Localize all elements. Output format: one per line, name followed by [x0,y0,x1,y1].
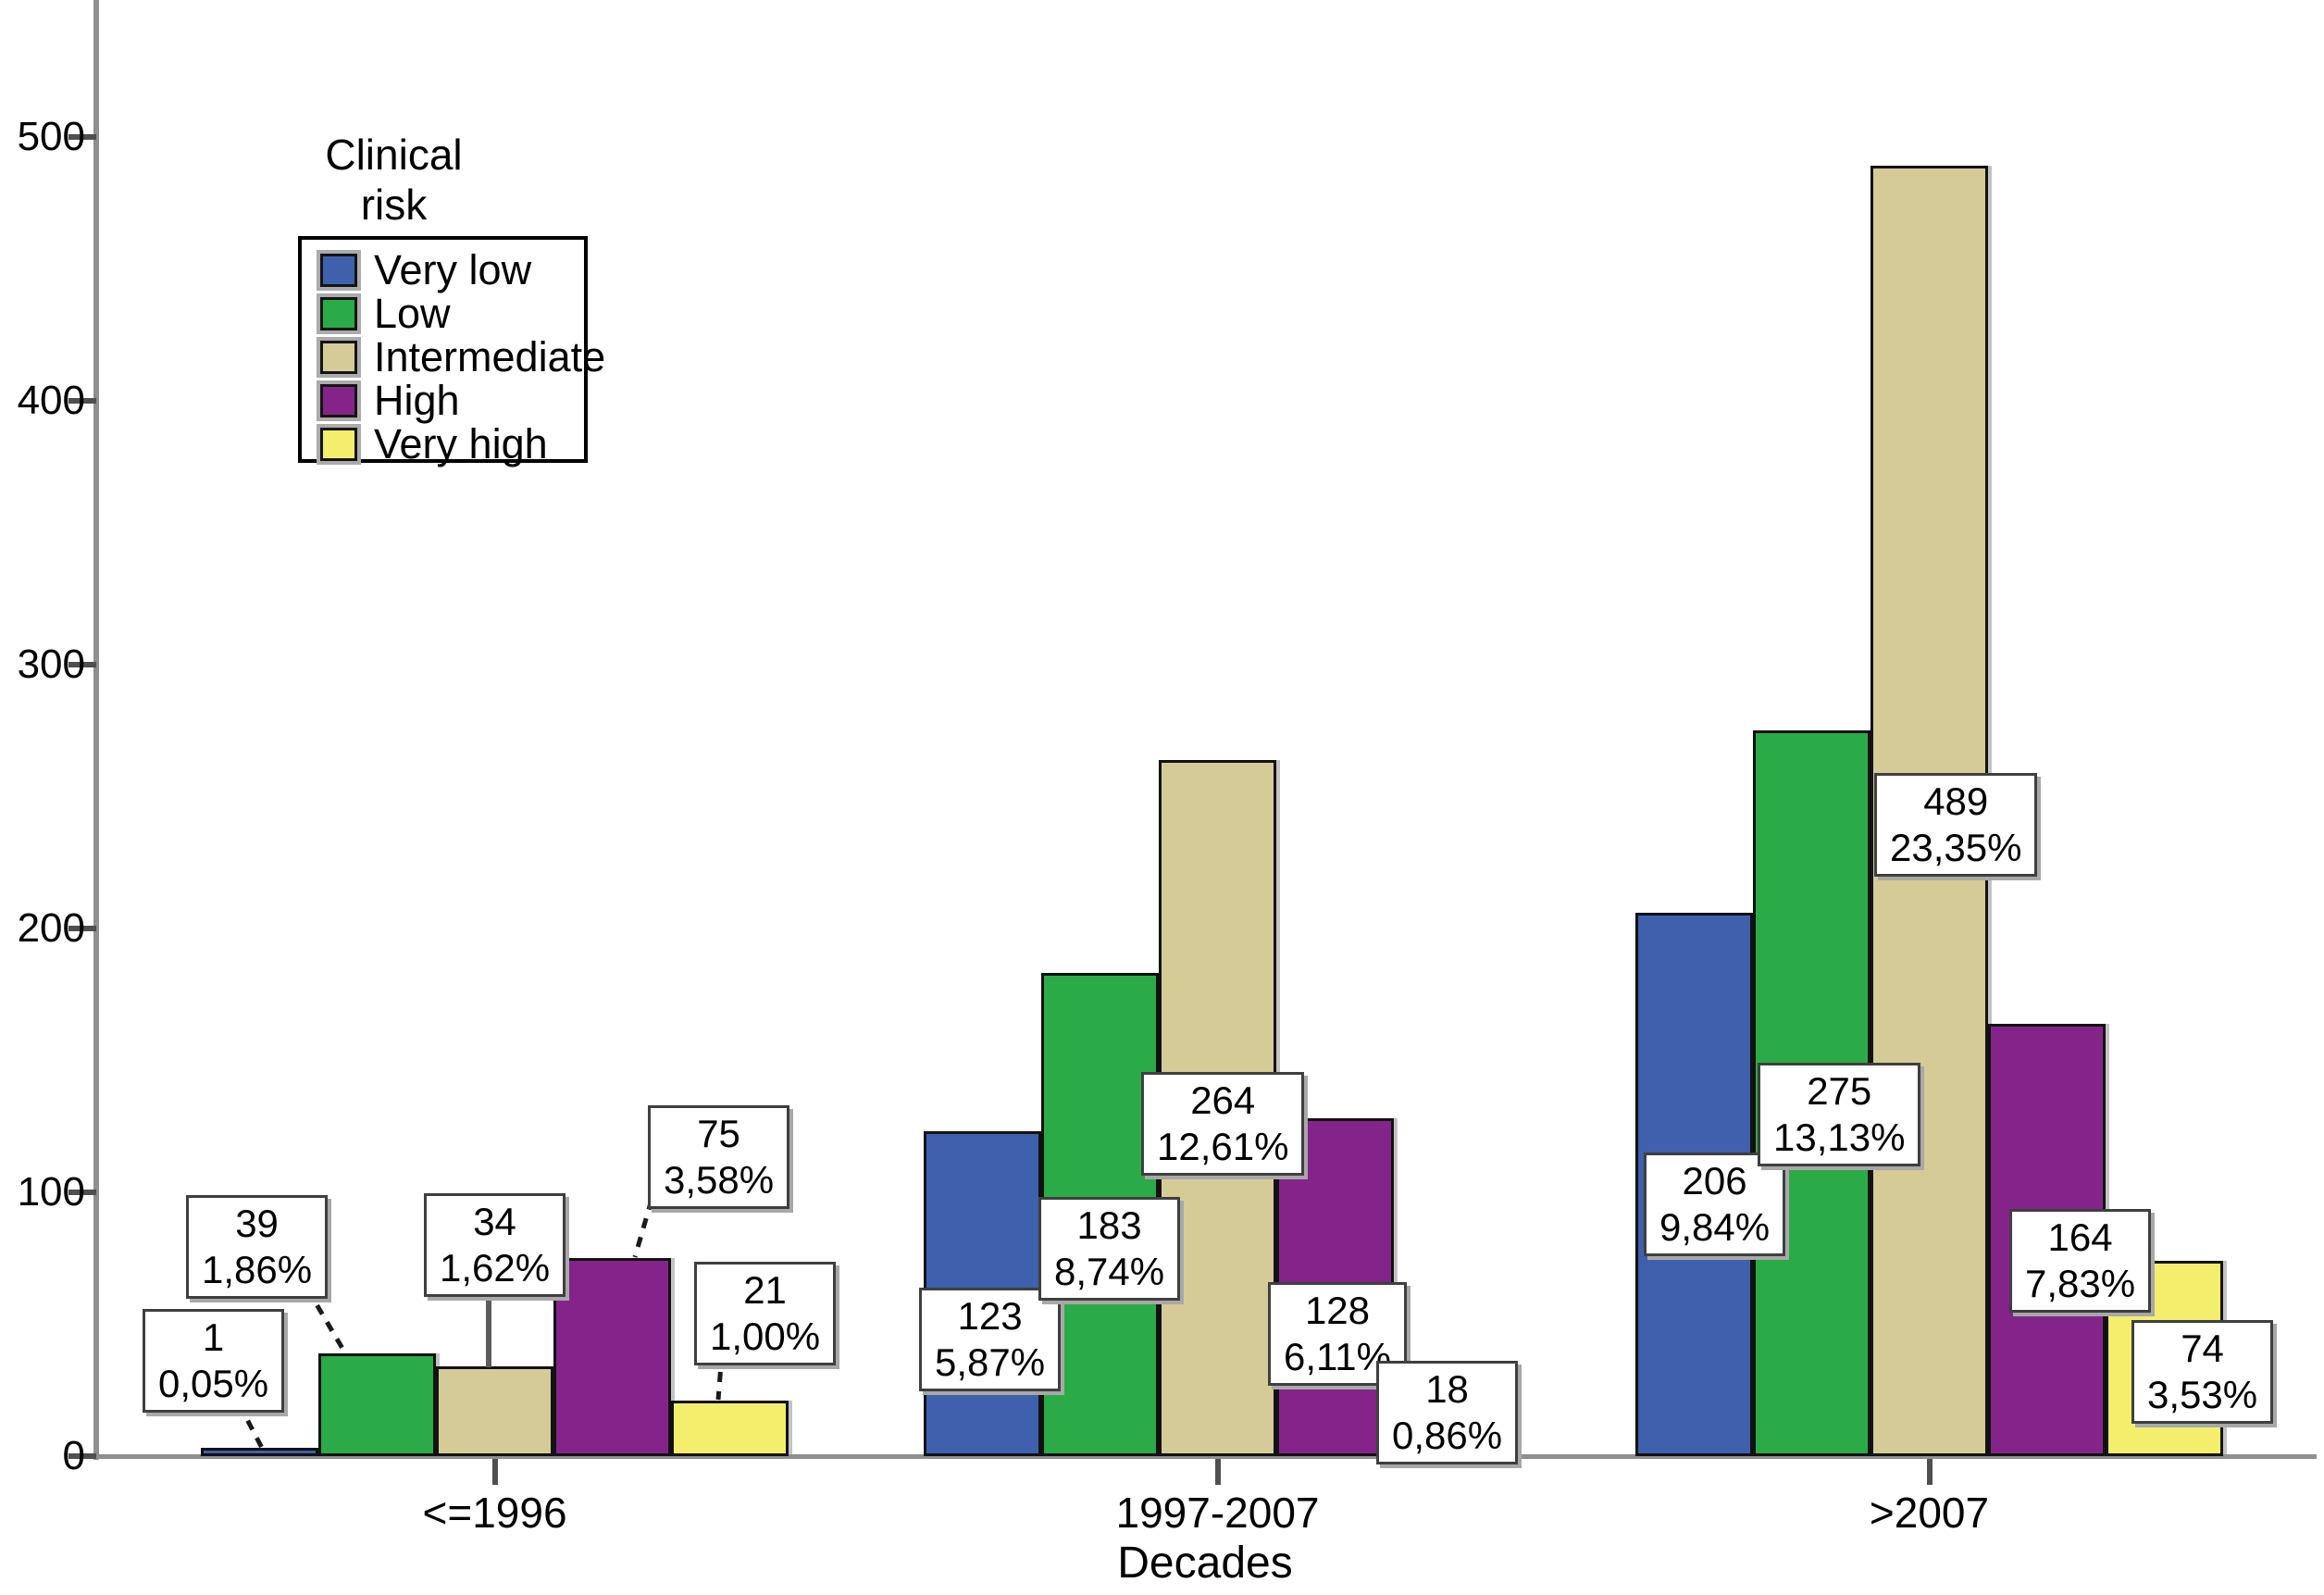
data-label-percent: 3,58% [664,1158,775,1202]
legend-item-very-low: Very low [315,249,584,292]
x-category-label: <=1996 [422,1489,567,1537]
data-label-intermediate-group0: 34 1,62% [424,1193,566,1297]
data-label-high-group2: 164 7,83% [2009,1209,2152,1313]
legend-item-intermediate: Intermediate [315,336,605,379]
data-label-percent: 1,86% [202,1248,313,1291]
data-label-percent: 7,83% [2025,1262,2136,1305]
data-label-high-group0: 75 3,58% [648,1105,790,1209]
data-label-count: 164 [2047,1215,2113,1259]
x-category-label: >2007 [1869,1489,1990,1537]
data-label-count: 1 [202,1315,225,1359]
legend-swatch-low [320,297,357,330]
bar-very-low-group0 [201,1448,318,1456]
data-label-percent: 23,35% [1890,826,2022,869]
x-axis-title: Decades [1117,1539,1293,1588]
data-label-percent: 0,05% [158,1362,269,1405]
y-axis-line [93,0,99,1460]
data-label-percent: 0,86% [1392,1414,1503,1457]
leader-line [304,1287,347,1353]
legend-item-label: Very high [374,420,548,467]
data-label-count: 74 [2181,1327,2224,1370]
y-tick-label: 200 [17,905,85,951]
leader-line [632,1199,654,1258]
data-label-percent: 13,13% [1773,1115,1906,1159]
legend-item-label: High [374,377,460,424]
bar-high-group0 [553,1258,671,1456]
data-label-count: 123 [957,1294,1023,1338]
legend-item-high: High [315,380,584,422]
data-label-intermediate-group2: 489 23,35% [1874,773,2038,877]
y-tick-label: 400 [17,378,85,423]
bar-low-group0 [318,1353,436,1456]
data-label-count: 21 [743,1268,787,1312]
x-tick-mark [1926,1459,1933,1485]
y-tick-label: 500 [17,114,85,159]
data-label-count: 206 [1682,1159,1747,1202]
x-category-label: 1997-2007 [1115,1489,1320,1537]
data-label-very-high-group0: 21 1,00% [694,1262,837,1365]
data-label-count: 183 [1076,1203,1142,1247]
y-tick-mark [68,1190,96,1195]
data-label-very-low-group1: 123 5,87% [919,1288,1062,1391]
data-label-percent: 1,62% [440,1246,551,1290]
data-label-count: 128 [1304,1289,1371,1332]
y-tick-mark [68,926,96,931]
data-label-low-group0: 39 1,86% [186,1195,329,1299]
legend-item-label: Very low [374,246,532,293]
x-tick-mark [491,1459,498,1485]
legend-item-label: Intermediate [374,333,606,380]
data-label-percent: 5,87% [935,1340,1046,1384]
legend-item-label: Low [374,290,451,337]
legend-swatch-intermediate [320,341,357,374]
data-label-percent: 8,74% [1054,1250,1165,1293]
x-axis-line [93,1454,2317,1459]
data-label-count: 75 [697,1112,740,1155]
data-label-percent: 6,11% [1284,1335,1391,1378]
x-tick-mark [1214,1459,1221,1485]
legend-item-very-high: Very high [315,423,584,466]
data-label-count: 489 [1923,779,1989,823]
legend: Very low Low Intermediate High Very high [298,236,605,466]
data-label-count: 34 [473,1200,516,1243]
y-tick-mark [68,134,96,140]
data-label-very-high-group1: 18 0,86% [1376,1361,1519,1464]
legend-item-low: Low [315,293,584,335]
bar-intermediate-group0 [436,1366,553,1456]
data-label-count: 275 [1807,1069,1872,1113]
data-label-intermediate-group1: 264 12,61% [1141,1072,1305,1176]
data-label-very-high-group2: 74 3,53% [2131,1320,2274,1424]
data-label-low-group2: 275 13,13% [1758,1063,1921,1166]
legend-title: Clinical risk [325,131,463,229]
legend-swatch-very-low [320,254,357,287]
data-label-low-group1: 183 8,74% [1038,1197,1181,1301]
data-label-count: 39 [235,1202,279,1245]
y-tick-mark [68,1453,96,1459]
legend-items: Very low Low Intermediate High Very high [315,249,605,466]
data-label-count: 264 [1190,1078,1256,1122]
data-label-very-low-group0: 1 0,05% [143,1309,285,1413]
y-tick-mark [68,662,96,667]
legend-swatch-very-high [320,428,357,461]
y-tick-label: 300 [17,642,85,687]
y-tick-label: 0 [62,1433,85,1478]
data-label-very-low-group2: 206 9,84% [1644,1153,1786,1256]
y-tick-label: 100 [17,1169,85,1215]
data-label-percent: 9,84% [1659,1205,1771,1249]
bar-very-high-group0 [671,1401,789,1456]
legend-swatch-high [320,384,357,417]
data-label-count: 18 [1425,1367,1469,1411]
y-tick-mark [68,398,96,404]
data-label-percent: 1,00% [710,1315,821,1358]
data-label-percent: 12,61% [1157,1125,1289,1168]
data-label-percent: 3,53% [2147,1373,2258,1416]
